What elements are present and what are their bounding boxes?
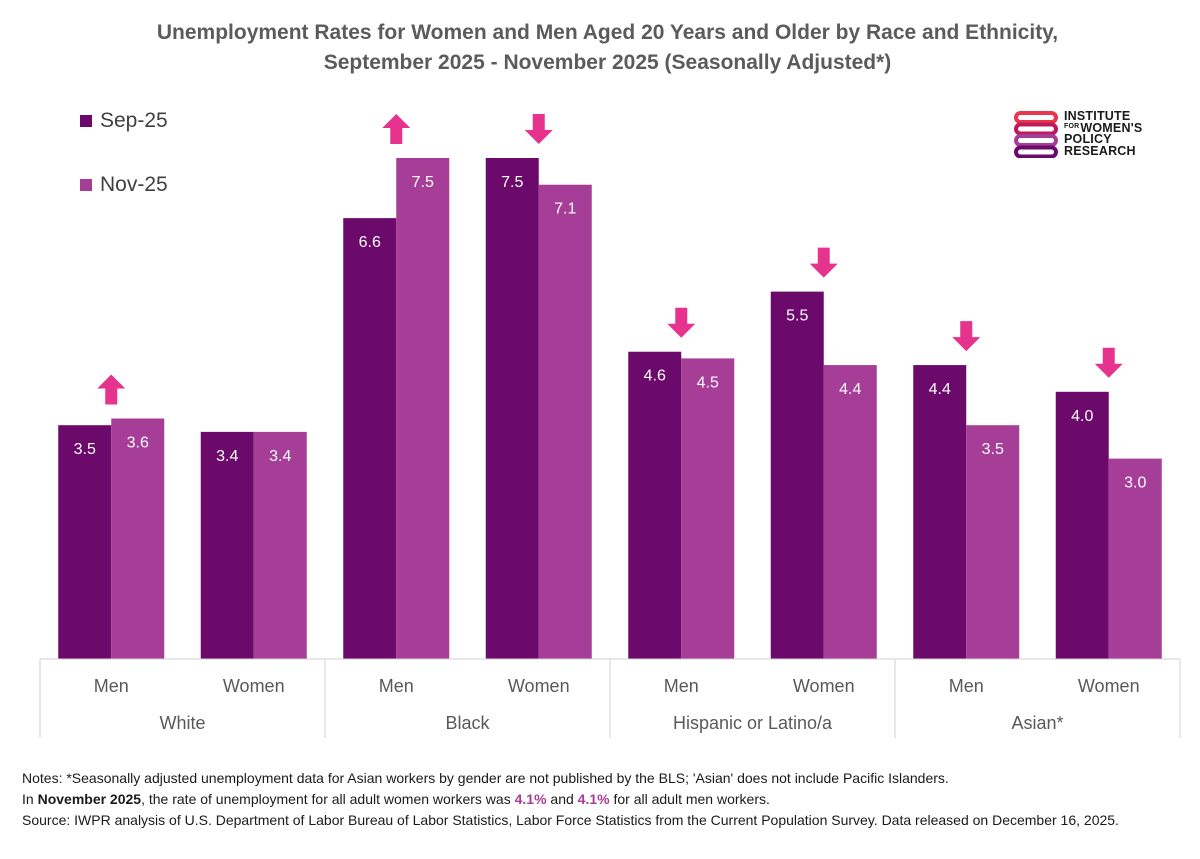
- logo-mark-icon: [1014, 111, 1058, 158]
- legend: Sep-25 Nov-25: [80, 108, 168, 236]
- notes-men-rate: 4.1%: [577, 791, 610, 807]
- data-label-black-men-sep-25: 6.6: [359, 234, 381, 251]
- data-label-hispanic-or-latino-a-men-nov-25: 4.5: [697, 374, 719, 391]
- x-tick-label-black-women: Women: [508, 676, 570, 696]
- data-label-black-men-nov-25: 7.5: [412, 174, 434, 191]
- bar-white-men-sep-25: [58, 425, 112, 659]
- data-label-black-women-sep-25: 7.5: [501, 174, 523, 191]
- x-tick-label-hispanic-or-latino-a-men: Men: [664, 676, 699, 696]
- bar-asian-women-nov-25: [1108, 458, 1162, 659]
- bar-white-men-nov-25: [111, 418, 165, 659]
- bar-asian-men-nov-25: [966, 425, 1020, 659]
- legend-swatch-nov-25: [80, 179, 92, 191]
- data-label-white-women-nov-25: 3.4: [269, 448, 291, 465]
- notes-line-1: Notes: *Seasonally adjusted unemployment…: [22, 770, 949, 786]
- data-label-hispanic-or-latino-a-men-sep-25: 4.6: [644, 368, 666, 385]
- chart-title: Unemployment Rates for Women and Men Age…: [0, 18, 1200, 78]
- bar-white-women-nov-25: [253, 431, 307, 659]
- change-arrow-down-icon: [667, 307, 696, 338]
- bar-hispanic-or-latino-a-women-sep-25: [770, 291, 824, 659]
- chart-title-line-2: September 2025 - November 2025 (Seasonal…: [323, 51, 892, 74]
- legend-swatch-sep-25: [80, 115, 92, 127]
- bar-hispanic-or-latino-a-men-sep-25: [628, 351, 682, 659]
- logo-line-2: WOMEN'S: [1080, 120, 1143, 135]
- legend-item-nov-25: Nov-25: [80, 172, 168, 198]
- x-tick-label-asian-women: Women: [1078, 676, 1140, 696]
- data-label-asian-women-sep-25: 4.0: [1071, 408, 1093, 425]
- x-tick-label-asian-men: Men: [949, 676, 984, 696]
- data-label-hispanic-or-latino-a-women-nov-25: 4.4: [839, 381, 861, 398]
- logo-ring-2: [1014, 122, 1058, 136]
- bar-white-women-sep-25: [200, 431, 254, 659]
- legend-label-nov-25: Nov-25: [100, 173, 168, 196]
- x-tick-label-white-women: Women: [223, 676, 285, 696]
- bar-asian-men-sep-25: [913, 365, 967, 659]
- data-label-white-men-sep-25: 3.5: [74, 441, 96, 458]
- logo-line-4: RESEARCH: [1064, 143, 1136, 158]
- bar-black-women-nov-25: [538, 184, 592, 659]
- data-label-white-men-nov-25: 3.6: [127, 435, 149, 452]
- notes-source: Source: IWPR analysis of U.S. Department…: [22, 812, 1119, 828]
- group-label-black: Black: [445, 713, 490, 733]
- bar-hispanic-or-latino-a-men-nov-25: [681, 358, 735, 659]
- logo-ring-3: [1014, 134, 1058, 147]
- bar-hispanic-or-latino-a-women-nov-25: [823, 365, 877, 659]
- data-label-asian-women-nov-25: 3.0: [1124, 475, 1146, 492]
- bar-black-men-sep-25: [343, 218, 397, 659]
- group-label-hispanic-or-latino-a: Hispanic or Latino/a: [673, 713, 833, 733]
- chart-title-line-1: Unemployment Rates for Women and Men Age…: [156, 21, 1059, 44]
- logo-line-2-small: FOR: [1064, 122, 1080, 130]
- notes-women-rate: 4.1%: [514, 791, 547, 807]
- change-arrow-down-icon: [952, 321, 981, 352]
- bar-black-women-sep-25: [485, 158, 539, 659]
- notes-line-2-suffix: for all adult men workers.: [609, 791, 770, 807]
- notes-line-2: In November 2025, the rate of unemployme…: [22, 789, 1119, 810]
- legend-item-sep-25: Sep-25: [80, 108, 168, 134]
- notes-line-2-and: and: [546, 791, 578, 807]
- bar-asian-women-sep-25: [1055, 391, 1109, 659]
- iwpr-logo: INSTITUTE FORWOMEN'S POLICY RESEARCH: [1014, 109, 1143, 158]
- bar-black-men-nov-25: [396, 158, 450, 659]
- data-label-hispanic-or-latino-a-women-sep-25: 5.5: [786, 308, 808, 325]
- change-arrow-up-icon: [97, 374, 126, 405]
- group-label-white: White: [159, 713, 205, 733]
- legend-label-sep-25: Sep-25: [100, 109, 168, 132]
- x-tick-label-hispanic-or-latino-a-women: Women: [793, 676, 855, 696]
- change-arrow-up-icon: [382, 114, 411, 144]
- logo-line-3: POLICY: [1064, 132, 1112, 146]
- change-arrow-down-icon: [1094, 347, 1123, 378]
- logo-line-1: INSTITUTE: [1064, 109, 1131, 123]
- notes-month: November 2025: [37, 791, 142, 807]
- group-label-asian: Asian*: [1011, 713, 1063, 733]
- data-label-asian-men-sep-25: 4.4: [929, 381, 951, 398]
- data-label-black-women-nov-25: 7.1: [554, 201, 576, 218]
- x-tick-label-white-men: Men: [94, 676, 129, 696]
- logo-ring-4: [1014, 145, 1058, 158]
- change-arrow-down-icon: [524, 114, 553, 144]
- notes-line-2-prefix: In: [22, 791, 38, 807]
- data-label-asian-men-nov-25: 3.5: [982, 441, 1004, 458]
- logo-wordmark: INSTITUTE FORWOMEN'S POLICY RESEARCH: [1064, 109, 1143, 158]
- chart-notes: Notes: *Seasonally adjusted unemployment…: [22, 768, 1119, 831]
- change-arrow-down-icon: [809, 247, 838, 278]
- data-label-white-women-sep-25: 3.4: [216, 448, 238, 465]
- notes-line-2-mid: , the rate of unemployment for all adult…: [141, 791, 515, 807]
- x-tick-label-black-men: Men: [379, 676, 414, 696]
- logo-ring-1: [1014, 111, 1058, 124]
